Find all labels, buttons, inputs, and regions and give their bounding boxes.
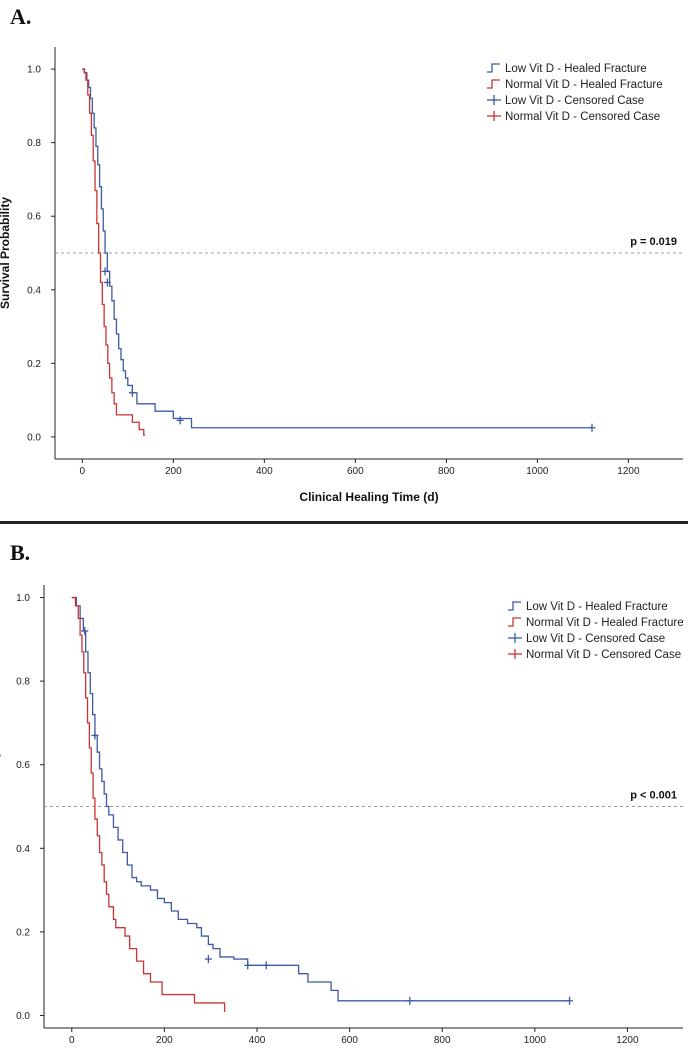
x-tick-label: 800 [434, 1035, 451, 1046]
km-curve-normal-vit-d [82, 68, 146, 436]
x-tick-label: 1200 [617, 466, 640, 477]
legend-item: Low Vit D - Censored Case [487, 95, 644, 107]
panel-label-a: A. [10, 4, 32, 29]
legend-label: Low Vit D - Healed Fracture [505, 63, 647, 75]
x-tick-label: 400 [249, 1035, 266, 1046]
x-tick-label: 0 [80, 466, 86, 477]
panel-label-b: B. [10, 540, 31, 565]
p-value-annotation: p = 0.019 [630, 236, 677, 248]
y-tick-label: 1.0 [27, 65, 41, 76]
censor-mark-low-vit-d [91, 731, 99, 740]
y-tick-label: 0.0 [27, 432, 41, 443]
km-curve-normal-vit-d [71, 596, 226, 1012]
legend-step-icon [508, 601, 521, 611]
x-tick-label: 0 [69, 1035, 75, 1046]
y-tick-label: 0.0 [16, 1011, 30, 1022]
censor-mark-low-vit-d [566, 996, 574, 1005]
legend-label: Low Vit D - Censored Case [505, 95, 644, 107]
legend-label: Normal Vit D - Healed Fracture [505, 79, 663, 91]
y-tick-label: 1.0 [16, 593, 30, 604]
legend-label: Low Vit D - Healed Fracture [526, 601, 668, 613]
censor-mark-low-vit-d [204, 955, 212, 964]
y-tick-label: 0.2 [27, 359, 41, 370]
legend-label: Normal Vit D - Healed Fracture [526, 617, 684, 629]
panel-divider [0, 521, 688, 524]
x-tick-label: 1000 [526, 466, 549, 477]
censor-mark-low-vit-d [262, 961, 270, 970]
censor-mark-low-vit-d [406, 996, 414, 1005]
censor-mark-low-vit-d [588, 423, 596, 432]
censor-mark-low-vit-d [176, 416, 184, 425]
legend-step-icon [487, 79, 500, 89]
y-tick-label: 0.6 [16, 760, 30, 771]
km-curve-low-vit-d [71, 596, 570, 1002]
chart-a: 0 200 400 600 800 1000 1200 0.0 0.2 0.4 0.6 0.8 1.0 C… [0, 47, 683, 504]
x-tick-label: 1000 [524, 1035, 547, 1046]
p-value-annotation: p < 0.001 [630, 790, 677, 802]
x-axis-title: Clinical Healing Time (d) [299, 490, 438, 504]
legend-label: Normal Vit D - Censored Case [526, 649, 681, 661]
censor-mark-low-vit-d [244, 961, 252, 970]
y-tick-label: 0.4 [16, 844, 30, 855]
x-tick-label: 600 [347, 466, 364, 477]
legend-step-icon [508, 617, 521, 627]
legend-item: Normal Vit D - Healed Fracture [508, 617, 684, 629]
y-tick-label: 0.4 [27, 285, 41, 296]
legend-label: Normal Vit D - Censored Case [505, 111, 660, 123]
y-tick-label: 0.8 [16, 677, 30, 688]
chart-b: 0200400600800100012000.00.20.40.60.81.0R… [0, 585, 684, 1046]
legend-item: Normal Vit D - Healed Fracture [487, 79, 663, 91]
censor-mark-low-vit-d [103, 278, 111, 287]
censor-mark-low-vit-d [81, 626, 89, 635]
y-axis-title: Survival Probability [0, 750, 1, 862]
legend-item: Normal Vit D - Censored Case [487, 111, 660, 123]
y-tick-label: 0.8 [27, 138, 41, 149]
legend-label: Low Vit D - Censored Case [526, 633, 665, 645]
censor-mark-low-vit-d [128, 388, 136, 397]
legend-item: Low Vit D - Healed Fracture [508, 601, 668, 613]
legend-item: Low Vit D - Censored Case [508, 633, 665, 645]
y-axis-title: Survival Probability [0, 197, 12, 309]
x-tick-label: 600 [341, 1035, 358, 1046]
legend-step-icon [487, 63, 500, 73]
x-tick-label: 400 [256, 466, 273, 477]
y-tick-label: 0.2 [16, 927, 30, 938]
x-tick-label: 1200 [616, 1035, 639, 1046]
x-tick-label: 800 [438, 466, 455, 477]
legend-item: Low Vit D - Healed Fracture [487, 63, 647, 75]
y-tick-label: 0.6 [27, 212, 41, 223]
legend-item: Normal Vit D - Censored Case [508, 649, 681, 661]
x-tick-label: 200 [165, 466, 182, 477]
censor-mark-low-vit-d [101, 267, 109, 276]
x-tick-label: 200 [156, 1035, 173, 1046]
